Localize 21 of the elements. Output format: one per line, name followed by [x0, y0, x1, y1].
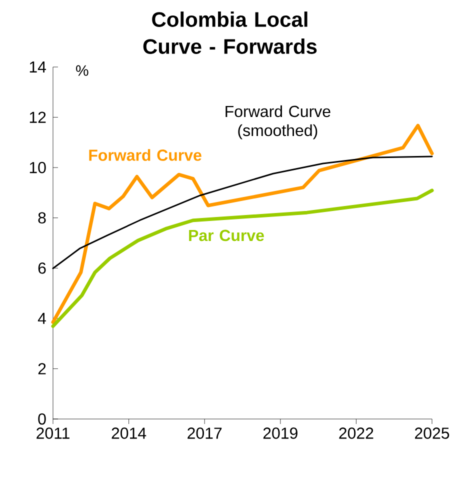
- y-tick-label: 10: [30, 162, 46, 174]
- x-tick-label: 2025: [415, 428, 450, 439]
- y-tick-label: 12: [30, 112, 46, 123]
- series-label: Par Curve: [189, 230, 264, 242]
- y-tick-label: 0: [38, 413, 46, 425]
- y-tick-label: 6: [38, 262, 46, 274]
- chart-title: Colombia Local Curve - Forwards: [143, 12, 317, 54]
- line-series: [51, 188, 434, 328]
- y-tick-label: 2: [38, 363, 46, 374]
- x-tick-label: 2022: [339, 428, 374, 439]
- y-tick-label: 8: [38, 212, 46, 224]
- y-tick-label: 4: [38, 312, 46, 324]
- line-series: [51, 124, 434, 324]
- y-axis-title: %: [76, 65, 88, 76]
- series-label: Forward Curve (smoothed): [226, 105, 330, 140]
- x-tick-label: 2014: [112, 428, 146, 439]
- x-tick-label: 2011: [36, 428, 70, 439]
- x-tick-label: 2019: [263, 428, 298, 439]
- series-label: Forward Curve: [89, 149, 202, 161]
- x-tick-label: 2017: [188, 428, 222, 439]
- y-tick-label: 14: [30, 61, 46, 72]
